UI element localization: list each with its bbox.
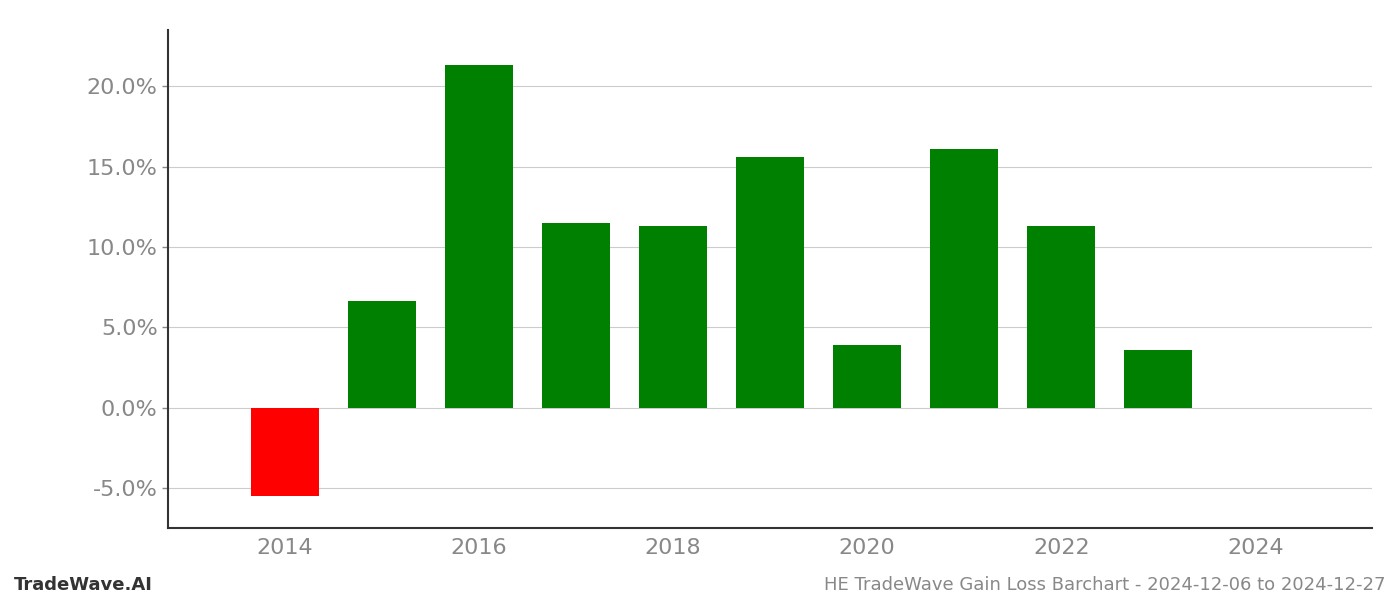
Bar: [833, 345, 902, 407]
Bar: [251, 407, 319, 496]
Text: TradeWave.AI: TradeWave.AI: [14, 576, 153, 594]
Bar: [542, 223, 610, 407]
Bar: [1028, 226, 1095, 407]
Bar: [445, 65, 512, 407]
Bar: [736, 157, 804, 407]
Bar: [347, 301, 416, 407]
Bar: [1124, 350, 1193, 407]
Bar: [930, 149, 998, 407]
Bar: [638, 226, 707, 407]
Text: HE TradeWave Gain Loss Barchart - 2024-12-06 to 2024-12-27: HE TradeWave Gain Loss Barchart - 2024-1…: [825, 576, 1386, 594]
